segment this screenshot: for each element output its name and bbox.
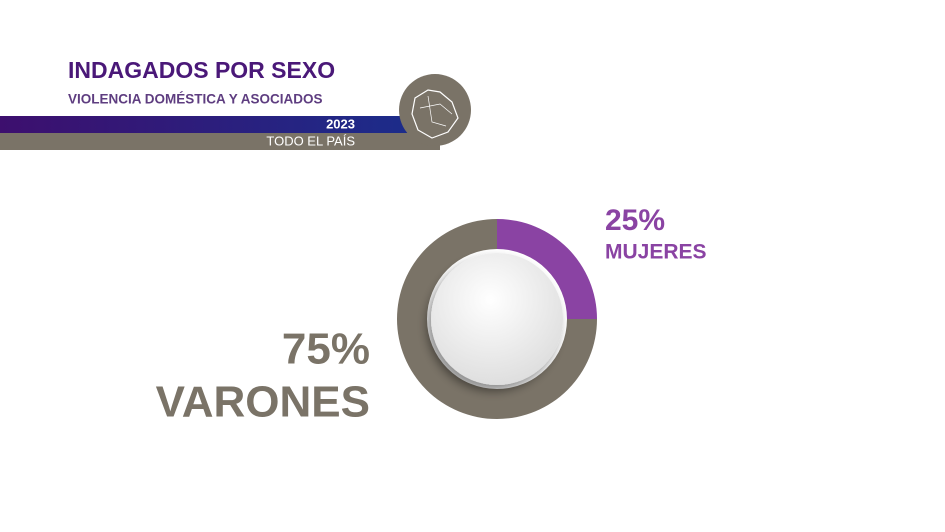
value-label: 75%	[282, 325, 370, 374]
center-disc	[431, 253, 563, 385]
value-label: 25%	[605, 204, 665, 237]
map-badge	[399, 74, 471, 146]
category-label: MUJERES	[605, 241, 707, 264]
map-icon-lines	[419, 95, 453, 127]
map-icon	[411, 89, 459, 139]
donut	[397, 219, 597, 419]
chart-title: INDAGADOS POR SEXO	[68, 57, 335, 83]
donut-segment	[497, 219, 597, 319]
header-band-gray	[0, 133, 440, 150]
donut-segment	[397, 219, 597, 419]
region: TODO EL PAÍS	[266, 133, 355, 148]
chart-subtitle: VIOLENCIA DOMÉSTICA Y ASOCIADOS	[68, 92, 323, 107]
header-band	[0, 116, 410, 133]
year: 2023	[326, 116, 355, 131]
category-label: VARONES	[156, 378, 370, 427]
